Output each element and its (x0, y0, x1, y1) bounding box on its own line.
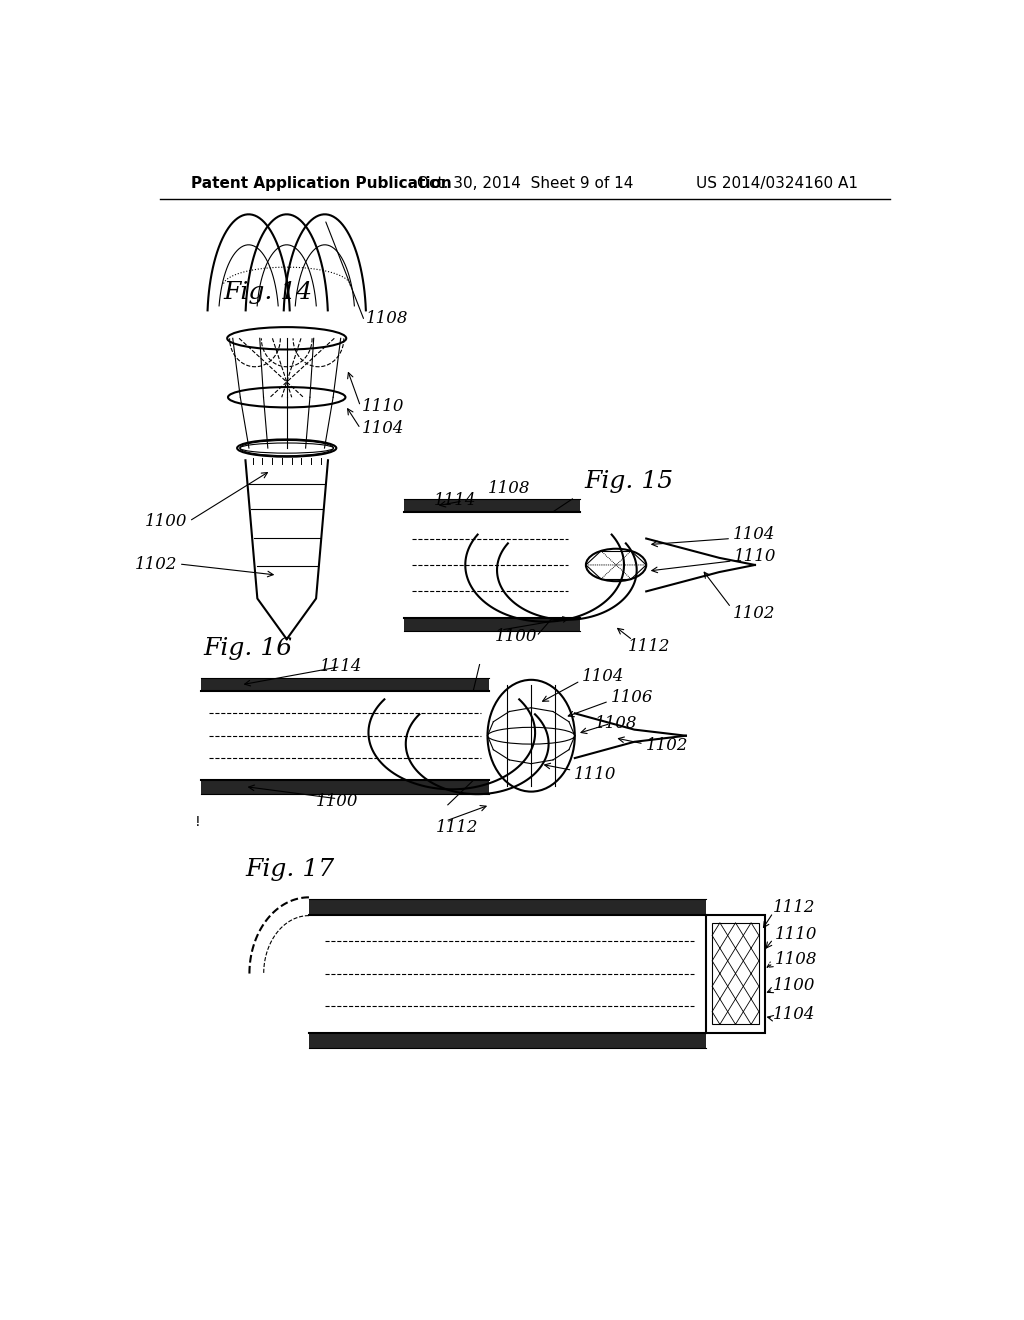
Text: 1108: 1108 (487, 480, 530, 498)
Text: Fig. 17: Fig. 17 (246, 858, 335, 882)
Text: 1104: 1104 (582, 668, 625, 685)
Text: 1110: 1110 (362, 397, 404, 414)
Text: Fig. 16: Fig. 16 (204, 636, 293, 660)
Text: 1104: 1104 (362, 420, 404, 437)
Text: 1100: 1100 (773, 977, 816, 994)
Text: 1110: 1110 (734, 548, 777, 565)
Text: 1108: 1108 (775, 950, 817, 968)
Text: 1114: 1114 (321, 659, 362, 675)
Text: 1106: 1106 (610, 689, 653, 706)
Text: 1100: 1100 (316, 793, 358, 810)
Text: 1104: 1104 (733, 525, 775, 543)
Text: Oct. 30, 2014  Sheet 9 of 14: Oct. 30, 2014 Sheet 9 of 14 (417, 177, 633, 191)
Bar (712, 923, 759, 1024)
Text: 1112: 1112 (628, 638, 671, 655)
Text: Fig. 14: Fig. 14 (223, 281, 312, 304)
Text: 1108: 1108 (595, 715, 637, 733)
Text: 1104: 1104 (773, 1006, 816, 1023)
Text: 1114: 1114 (433, 492, 476, 510)
Text: !: ! (195, 816, 201, 829)
Text: 1110: 1110 (775, 927, 817, 944)
Text: Fig. 15: Fig. 15 (585, 470, 674, 494)
Text: 1112: 1112 (773, 899, 816, 916)
Text: 1100: 1100 (145, 512, 187, 529)
Text: 1102: 1102 (733, 606, 775, 622)
Text: 1112: 1112 (436, 818, 478, 836)
Text: Patent Application Publication: Patent Application Publication (191, 177, 453, 191)
Text: 1102: 1102 (645, 738, 688, 754)
Text: 1110: 1110 (574, 766, 616, 783)
Text: US 2014/0324160 A1: US 2014/0324160 A1 (696, 177, 858, 191)
Text: 1102: 1102 (135, 557, 177, 573)
Text: 1108: 1108 (367, 310, 409, 327)
Text: 1100: 1100 (495, 627, 538, 644)
Bar (706, 915, 765, 1032)
